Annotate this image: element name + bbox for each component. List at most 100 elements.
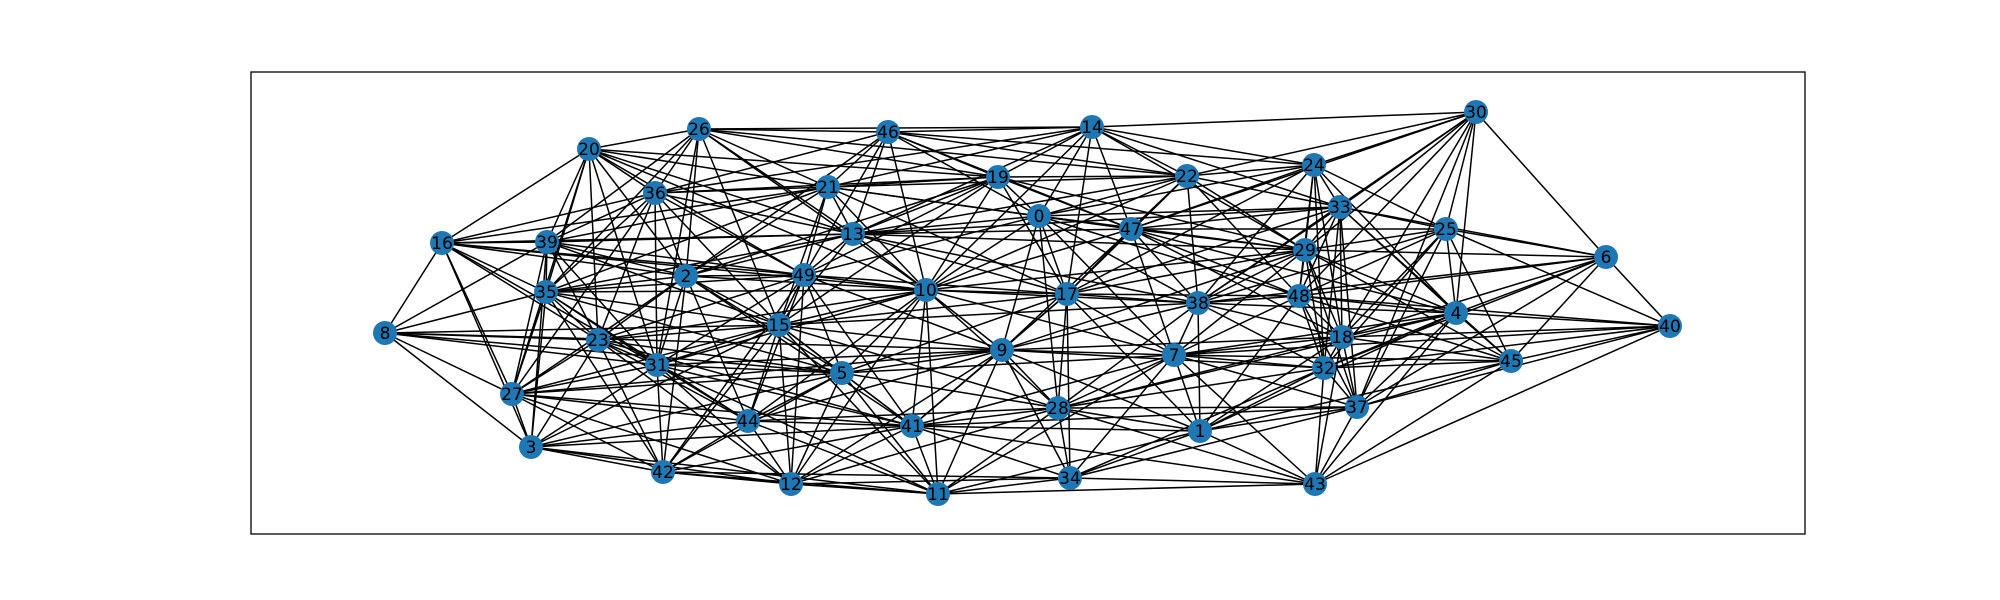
edge-25-6 bbox=[1445, 228, 1607, 258]
node-33: 33 bbox=[1328, 195, 1352, 219]
node-label: 28 bbox=[1047, 399, 1069, 419]
node-label: 35 bbox=[535, 283, 557, 303]
edge-39-31 bbox=[546, 241, 658, 366]
edge-18-1 bbox=[1199, 336, 1343, 432]
node-49: 49 bbox=[792, 263, 816, 287]
edge-36-49 bbox=[654, 192, 805, 276]
node-circle bbox=[1186, 291, 1210, 315]
node-6: 6 bbox=[1594, 245, 1618, 269]
edge-16-2 bbox=[441, 242, 687, 277]
edge-36-27 bbox=[511, 192, 656, 395]
edge-16-20 bbox=[441, 148, 590, 244]
edge-24-4 bbox=[1313, 164, 1457, 314]
edge-47-4 bbox=[1130, 228, 1457, 314]
edge-30-29 bbox=[1304, 111, 1477, 251]
edge-25-40 bbox=[1445, 228, 1671, 327]
edge-30-18 bbox=[1341, 111, 1477, 338]
edge-8-31 bbox=[384, 332, 658, 366]
edge-30-48 bbox=[1298, 111, 1477, 297]
edge-37-7 bbox=[1173, 354, 1358, 408]
edge-25-29 bbox=[1304, 228, 1447, 251]
node-circle bbox=[1302, 153, 1326, 177]
edge-29-4 bbox=[1304, 249, 1457, 314]
node-14: 14 bbox=[1080, 115, 1104, 139]
edge-13-17 bbox=[852, 233, 1068, 295]
edge-40-45 bbox=[1510, 325, 1671, 362]
edge-14-33 bbox=[1091, 126, 1341, 208]
edge-15-28 bbox=[778, 324, 1059, 409]
edge-31-9 bbox=[656, 349, 1003, 366]
edge-43-7 bbox=[1173, 354, 1316, 485]
edge-45-43 bbox=[1314, 360, 1512, 485]
edge-27-5 bbox=[511, 372, 843, 395]
node-label: 3 bbox=[526, 438, 537, 458]
edge-8-27 bbox=[384, 332, 513, 395]
edge-10-31 bbox=[656, 289, 927, 366]
edge-13-38 bbox=[852, 233, 1199, 304]
node-label: 21 bbox=[817, 178, 839, 198]
edge-10-44 bbox=[747, 289, 927, 422]
edge-29-32 bbox=[1304, 249, 1325, 369]
edge-6-18 bbox=[1341, 256, 1607, 338]
edge-10-7 bbox=[925, 289, 1175, 356]
node-label: 44 bbox=[737, 412, 759, 432]
edge-35-15 bbox=[545, 291, 780, 326]
node-label: 48 bbox=[1288, 287, 1310, 307]
node-label: 31 bbox=[646, 356, 668, 376]
node-circle bbox=[1444, 301, 1468, 325]
edge-37-41 bbox=[911, 406, 1358, 427]
node-23: 23 bbox=[586, 328, 610, 352]
edge-5-3 bbox=[530, 372, 843, 448]
edge-4-45 bbox=[1455, 312, 1512, 362]
node-21: 21 bbox=[816, 175, 840, 199]
edge-39-27 bbox=[511, 241, 548, 395]
edge-24-22 bbox=[1186, 164, 1315, 177]
node-circle bbox=[645, 353, 669, 377]
node-circle bbox=[736, 409, 760, 433]
edge-47-33 bbox=[1130, 206, 1341, 230]
node-circle bbox=[643, 181, 667, 205]
edge-46-22 bbox=[887, 131, 1188, 177]
edge-17-5 bbox=[841, 293, 1068, 374]
node-16: 16 bbox=[430, 231, 454, 255]
edge-19-29 bbox=[997, 176, 1306, 251]
edge-17-7 bbox=[1066, 293, 1175, 356]
edge-23-3 bbox=[530, 339, 599, 448]
node-circle bbox=[1188, 419, 1212, 443]
node-circle bbox=[926, 482, 950, 506]
edge-35-2 bbox=[545, 275, 687, 293]
node-circle bbox=[779, 472, 803, 496]
edge-31-11 bbox=[656, 364, 939, 495]
edge-45-18 bbox=[1341, 336, 1512, 362]
node-42: 42 bbox=[651, 460, 675, 484]
edge-37-28 bbox=[1057, 406, 1358, 409]
edge-23-12 bbox=[597, 339, 792, 485]
edge-22-38 bbox=[1186, 175, 1199, 304]
edge-27-12 bbox=[511, 393, 792, 485]
node-circle bbox=[1162, 343, 1186, 367]
node-8: 8 bbox=[373, 321, 397, 345]
edge-7-1 bbox=[1173, 354, 1201, 432]
edge-6-40 bbox=[1605, 256, 1671, 327]
edge-7-41 bbox=[911, 354, 1175, 427]
node-label: 25 bbox=[1435, 220, 1457, 240]
edge-4-38 bbox=[1197, 302, 1457, 314]
node-circle bbox=[767, 313, 791, 337]
edge-16-35 bbox=[441, 242, 547, 293]
edge-25-48 bbox=[1298, 228, 1447, 297]
node-label: 32 bbox=[1313, 359, 1335, 379]
edge-27-41 bbox=[511, 393, 913, 427]
node-46: 46 bbox=[876, 120, 900, 144]
node-label: 10 bbox=[915, 281, 937, 301]
edge-13-33 bbox=[852, 206, 1341, 235]
edge-35-13 bbox=[545, 233, 854, 293]
edge-14-21 bbox=[827, 126, 1093, 188]
node-41: 41 bbox=[900, 414, 924, 438]
node-circle bbox=[1287, 284, 1311, 308]
edge-26-35 bbox=[545, 128, 700, 293]
node-label: 19 bbox=[987, 168, 1009, 188]
node-circle bbox=[841, 222, 865, 246]
edge-46-10 bbox=[887, 131, 927, 291]
edge-30-4 bbox=[1455, 111, 1477, 314]
node-label: 43 bbox=[1304, 475, 1326, 495]
